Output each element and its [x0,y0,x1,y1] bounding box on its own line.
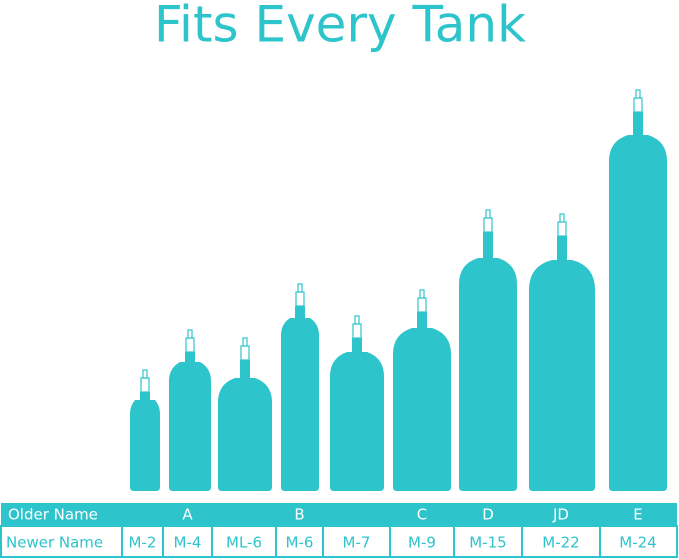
tank-valve-cap [485,209,491,219]
tank [609,112,667,491]
tank-valve [295,291,305,307]
tank-valve [633,97,643,113]
tank-valve [417,297,427,313]
tank [218,360,272,491]
tank [330,338,384,491]
newer-name: M-22 [542,534,579,552]
tank-valve [557,221,567,237]
tank-valve-cap [354,315,360,325]
newer-row-bg [0,525,678,558]
tank [459,232,517,491]
older-row-bg [1,503,677,526]
tank-valve [140,377,150,393]
tank-valve-cap [297,283,303,293]
newer-name: M-6 [286,534,314,552]
tank-valve [240,345,250,361]
newer-name: M-7 [343,534,371,552]
newer-name: M-9 [408,534,436,552]
older-name: JD [552,506,569,524]
tank [281,306,319,491]
newer-name: M-24 [619,534,656,552]
row-label: Newer Name [6,534,103,552]
row-label: Older Name [8,506,98,524]
newer-name: M-4 [174,534,202,552]
older-name: D [482,506,494,524]
older-name: E [633,506,642,524]
tank-valve-cap [419,289,425,299]
tank-valve-cap [559,213,565,223]
newer-name: ML-6 [226,534,262,552]
newer-name: M-2 [129,534,157,552]
tank-valve [352,323,362,339]
title: Fits Every Tank [154,0,526,54]
tank-valve-cap [242,337,248,347]
tank-valve-cap [187,329,193,339]
tank [393,312,451,491]
tank [529,236,595,491]
older-name: A [182,506,193,524]
tank [169,352,211,491]
tank-valve [483,217,493,233]
older-name: C [417,506,427,524]
older-name: B [294,506,304,524]
tank-valve [185,337,195,353]
newer-name: M-15 [469,534,506,552]
tank-valve-cap [142,369,148,379]
tank-valve-cap [635,89,641,99]
tank [130,392,160,491]
